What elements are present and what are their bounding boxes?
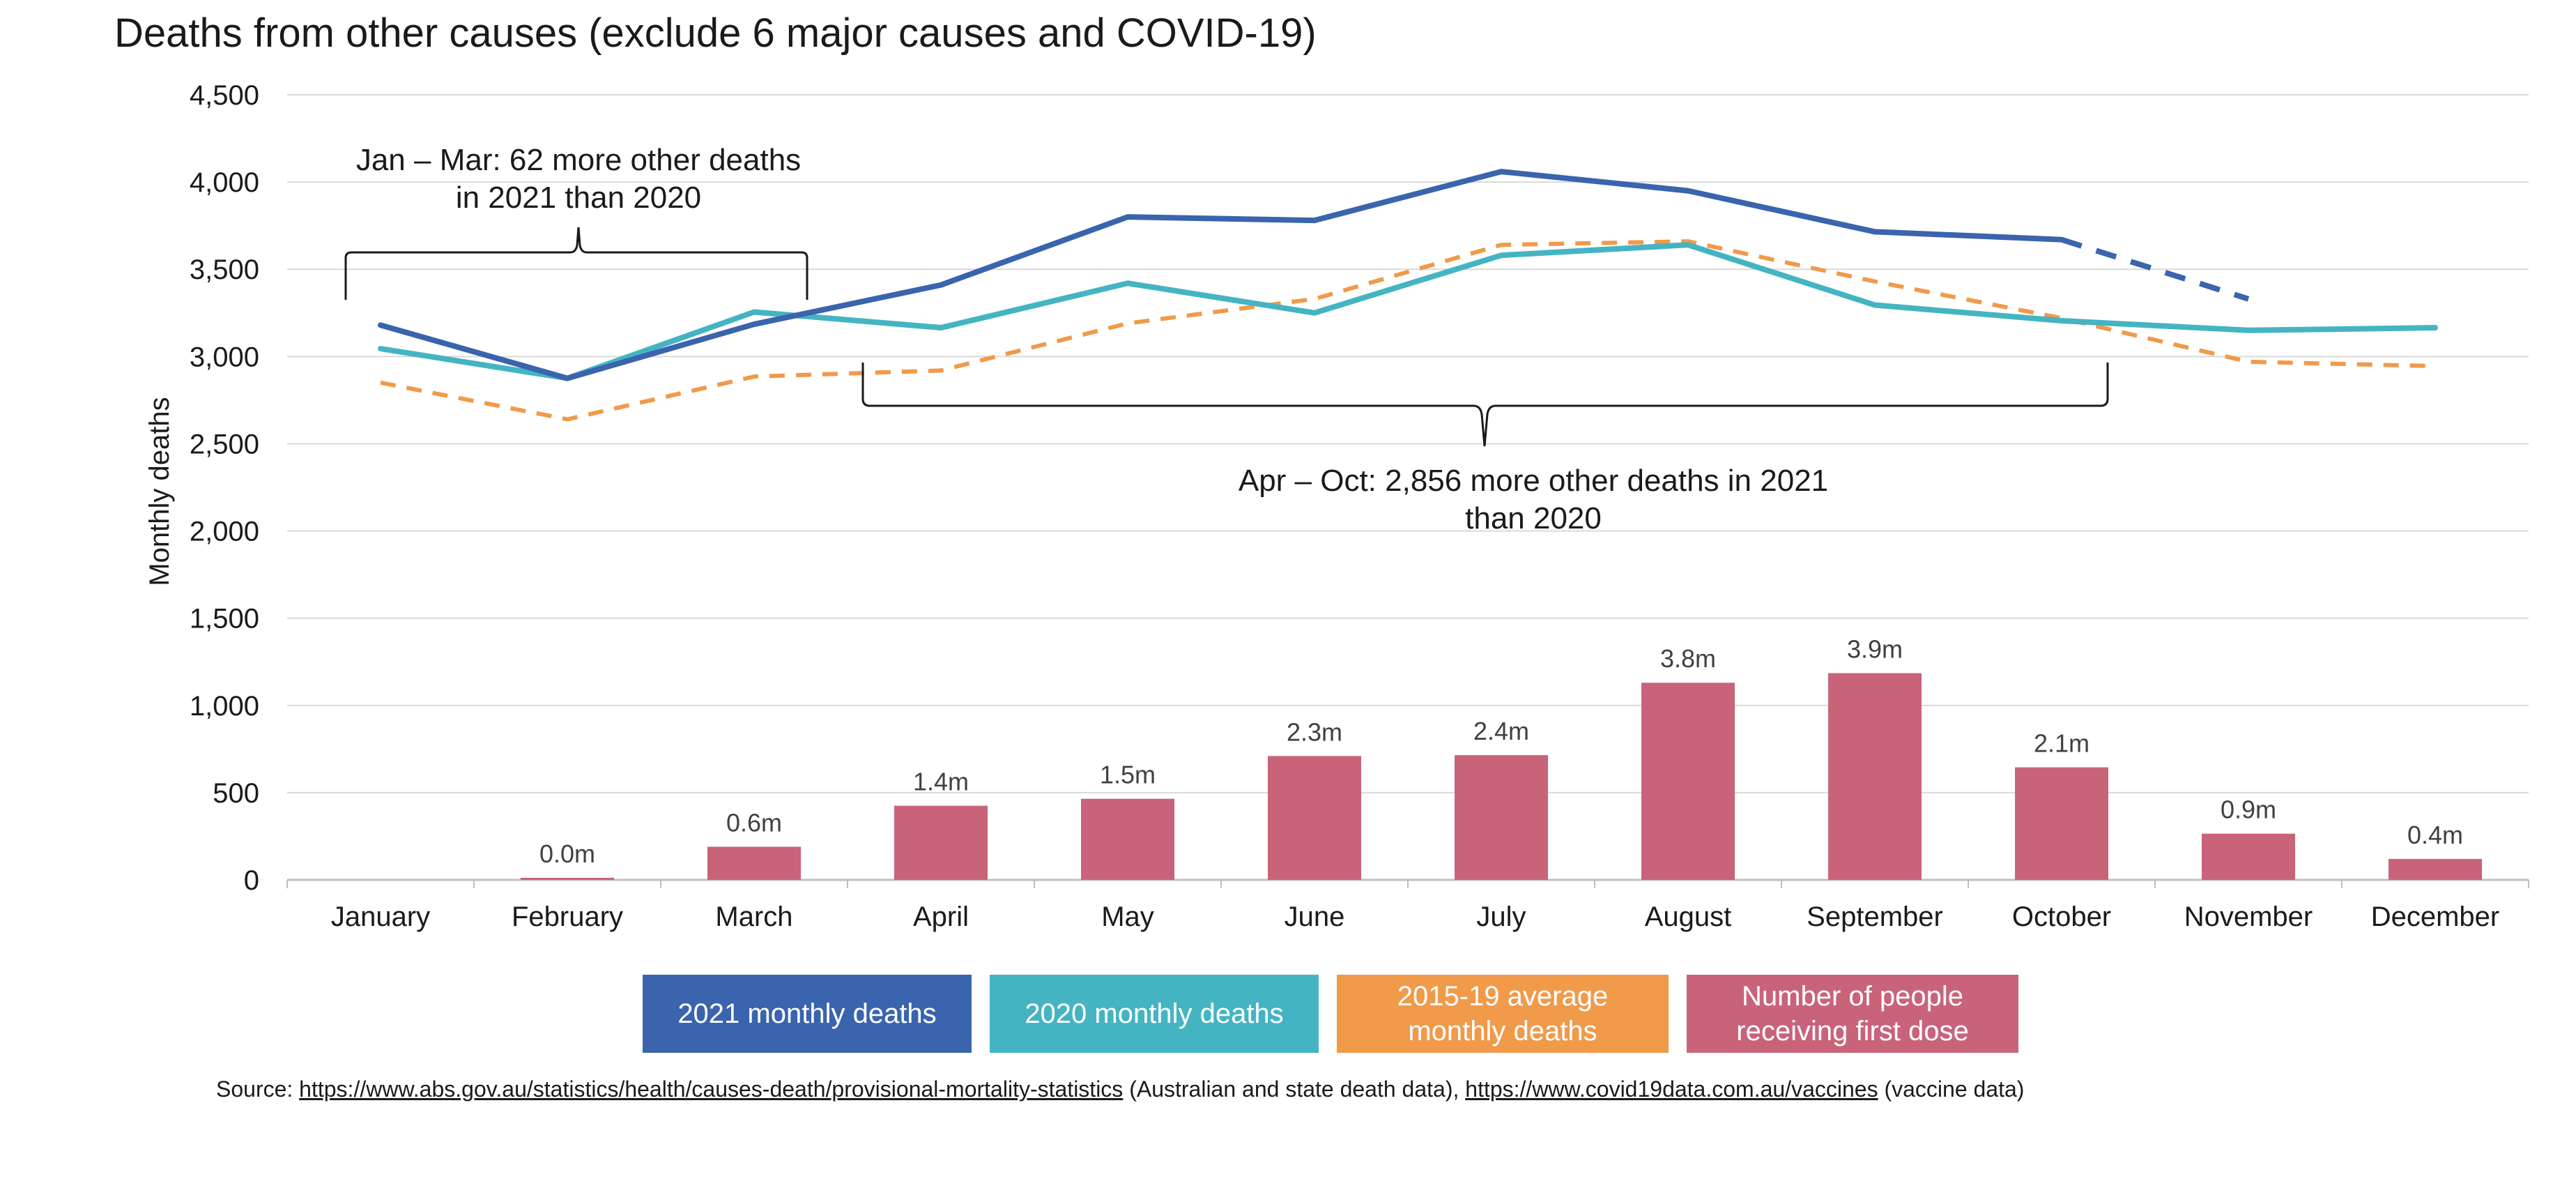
lines <box>378 169 2438 422</box>
legend-label-line: 2020 monthly deaths <box>1025 998 1284 1029</box>
legend: 2021 monthly deaths 2020 monthly deaths 20… <box>0 975 2576 1053</box>
y-tick-label: 2,500 <box>190 429 259 459</box>
bars <box>521 673 2482 880</box>
legend-label: 2021 monthly deaths <box>677 996 936 1031</box>
x-axis-ticks: January February March April May June July Augu… <box>331 902 2499 932</box>
bar <box>1455 755 1548 880</box>
bar <box>1828 673 1922 880</box>
y-axis-ticks: 0 500 1,000 1,500 2,000 2,500 3,000 3,500 4,000 4… <box>190 80 259 896</box>
y-tick-label: 3,500 <box>190 254 259 285</box>
x-tick-label: April <box>913 902 969 932</box>
bar-data-label: 2.3m <box>1287 717 1342 746</box>
line-2021-projected-segment <box>2060 236 2250 302</box>
bar-data-label: 0.9m <box>2221 796 2276 824</box>
bar-data-label: 0.6m <box>726 808 782 837</box>
annotation-apr-oct-line1: Apr – Oct: 2,856 more other deaths in 20… <box>1239 464 1828 498</box>
bar-data-label: 2.4m <box>1473 717 1529 745</box>
x-tick-label: December <box>2371 902 2500 932</box>
x-tick-label: September <box>1807 902 1943 932</box>
legend-item: 2021 monthly deaths <box>643 975 972 1053</box>
x-tick-label: November <box>2184 902 2313 932</box>
bar <box>707 846 801 880</box>
annotations: Jan – Mar: 62 more other deaths in 2021 t… <box>344 143 2109 535</box>
x-tick-label: June <box>1285 902 1345 932</box>
source-link-abs[interactable]: https://www.abs.gov.au/statistics/health… <box>299 1077 1124 1102</box>
gridlines <box>286 94 2529 888</box>
bar <box>2202 833 2295 880</box>
x-tick-label: February <box>512 902 623 932</box>
legend-label-line: receiving first dose <box>1736 1016 1969 1047</box>
x-tick-label: October <box>2012 902 2111 932</box>
y-tick-label: 2,000 <box>190 517 259 547</box>
annotation-jan-mar-line1: Jan – Mar: 62 more other deaths <box>356 143 801 177</box>
y-tick-label: 1,000 <box>190 691 259 722</box>
bar <box>894 805 988 880</box>
x-tick-label: July <box>1476 902 1526 932</box>
bar-data-label: 3.9m <box>1847 634 1903 663</box>
bar-data-labels: 0.0m 0.6m 1.4m 1.5m 2.3m 2.4m 3.8m 3.9m 2.1m 0.9m… <box>539 634 2463 868</box>
chart-title: Deaths from other causes (exclude 6 majo… <box>114 10 1317 56</box>
bar <box>1081 798 1174 880</box>
line-2021-monthly-deaths <box>378 169 2064 381</box>
legend-item: 2015-19 average monthly deaths <box>1337 975 1669 1053</box>
bar <box>1641 683 1735 880</box>
y-tick-label: 1,500 <box>190 604 259 634</box>
source-note: Source: https://www.abs.gov.au/statistic… <box>216 1077 2024 1102</box>
bar <box>1268 756 1361 880</box>
bar-data-label: 1.4m <box>913 768 969 796</box>
bar <box>521 877 614 880</box>
source-suffix: (vaccine data) <box>1878 1077 2025 1102</box>
legend-label-line: 2015-19 average <box>1397 981 1609 1012</box>
legend-item: Number of people receiving first dose <box>1687 975 2018 1053</box>
y-tick-label: 500 <box>213 778 259 809</box>
x-tick-label: May <box>1101 902 1154 932</box>
line-2020-monthly-deaths <box>378 242 2438 381</box>
annotation-jan-mar-line2: in 2021 than 2020 <box>456 181 701 215</box>
y-axis-label: Monthly deaths <box>144 397 175 586</box>
source-link-vaccines[interactable]: https://www.covid19data.com.au/vaccines <box>1465 1077 1878 1102</box>
brace-jan-mar <box>344 227 808 300</box>
bar-data-label: 1.5m <box>1100 761 1156 789</box>
y-tick-label: 0 <box>244 865 259 896</box>
y-tick-label: 4,000 <box>190 167 259 198</box>
legend-item: 2020 monthly deaths <box>990 975 1319 1053</box>
bar <box>2389 858 2482 880</box>
y-tick-label: 4,500 <box>190 80 259 111</box>
bar-data-label: 0.4m <box>2407 821 2463 849</box>
legend-label-line: monthly deaths <box>1408 1016 1597 1047</box>
bar-data-label: 2.1m <box>2034 729 2090 758</box>
x-tick-label: March <box>715 902 792 932</box>
bar <box>2015 767 2108 880</box>
source-prefix: Source: <box>216 1077 300 1102</box>
legend-label: 2020 monthly deaths <box>1025 996 1283 1031</box>
y-tick-label: 3,000 <box>190 342 259 372</box>
legend-label-line: Number of people <box>1742 981 1963 1012</box>
line-2015-19-average <box>380 239 2436 422</box>
annotation-apr-oct-line2: than 2020 <box>1465 501 1602 535</box>
legend-label: Number of people receiving first dose <box>1736 979 1968 1049</box>
legend-label: 2015-19 average monthly deaths <box>1397 979 1608 1049</box>
x-tick-label: January <box>331 902 430 932</box>
bar-data-label: 3.8m <box>1660 644 1716 673</box>
bar-data-label: 0.0m <box>539 839 595 868</box>
brace-apr-oct <box>861 363 2109 447</box>
x-tick-label: August <box>1645 902 1732 932</box>
source-middle: (Australian and state death data), <box>1123 1077 1466 1102</box>
legend-label-line: 2021 monthly deaths <box>677 998 937 1029</box>
